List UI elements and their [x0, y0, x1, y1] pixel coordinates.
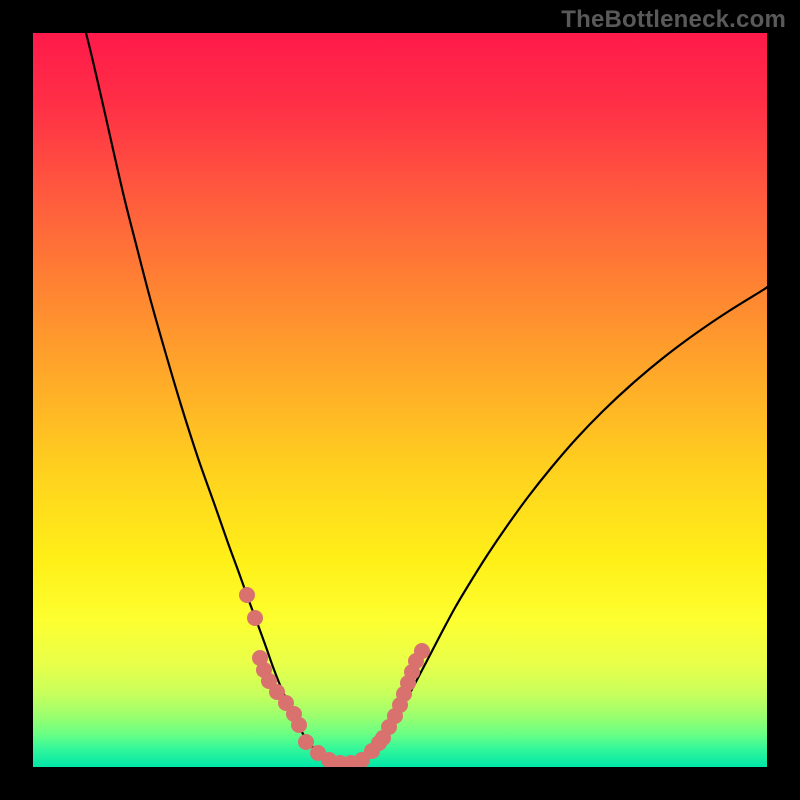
plot-area — [33, 33, 767, 767]
chart-svg — [33, 33, 767, 767]
marker-dot — [298, 734, 314, 750]
watermark-label: TheBottleneck.com — [561, 6, 786, 34]
marker-dot — [414, 643, 430, 659]
marker-dot — [239, 587, 255, 603]
marker-dot — [247, 610, 263, 626]
marker-dot — [291, 717, 307, 733]
chart-root: TheBottleneck.com — [0, 0, 800, 800]
gradient-background — [33, 33, 767, 767]
